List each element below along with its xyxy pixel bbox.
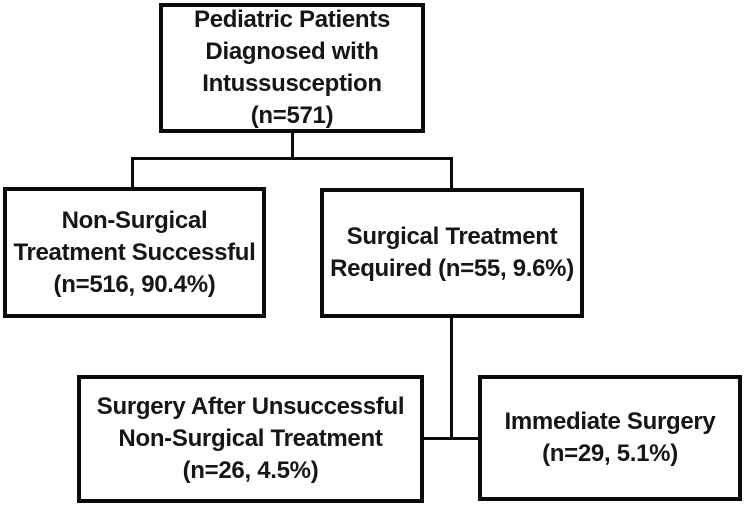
flow-box-surgical-required-label: Surgical Treatment Required (n=55, 9.6%) — [330, 223, 574, 282]
flow-box-non-surgical-success: Non-Surgical Treatment Successful (n=516… — [3, 187, 266, 318]
connector-to-non-surgical — [131, 157, 134, 188]
flow-box-surgery-after-unsuccessful-label: Surgery After Unsuccessful Non-Surgical … — [96, 393, 405, 484]
connector-surgical-down — [450, 318, 453, 440]
flow-box-immediate-surgery: Immediate Surgery (n=29, 5.1%) — [478, 375, 742, 501]
connector-bottom-horizontal — [424, 437, 478, 440]
connector-root-down — [291, 133, 294, 159]
flow-box-surgery-after-unsuccessful: Surgery After Unsuccessful Non-Surgical … — [77, 375, 424, 503]
flow-box-surgical-required: Surgical Treatment Required (n=55, 9.6%) — [320, 188, 584, 318]
flow-box-non-surgical-success-label: Non-Surgical Treatment Successful (n=516… — [13, 206, 256, 298]
flow-box-pediatric-patients: Pediatric Patients Diagnosed with Intuss… — [159, 3, 425, 133]
flow-box-pediatric-patients-label: Pediatric Patients Diagnosed with Intuss… — [193, 6, 390, 129]
connector-top-horizontal — [131, 157, 453, 160]
flow-box-immediate-surgery-label: Immediate Surgery (n=29, 5.1%) — [504, 408, 716, 467]
connector-to-surgical — [450, 157, 453, 189]
